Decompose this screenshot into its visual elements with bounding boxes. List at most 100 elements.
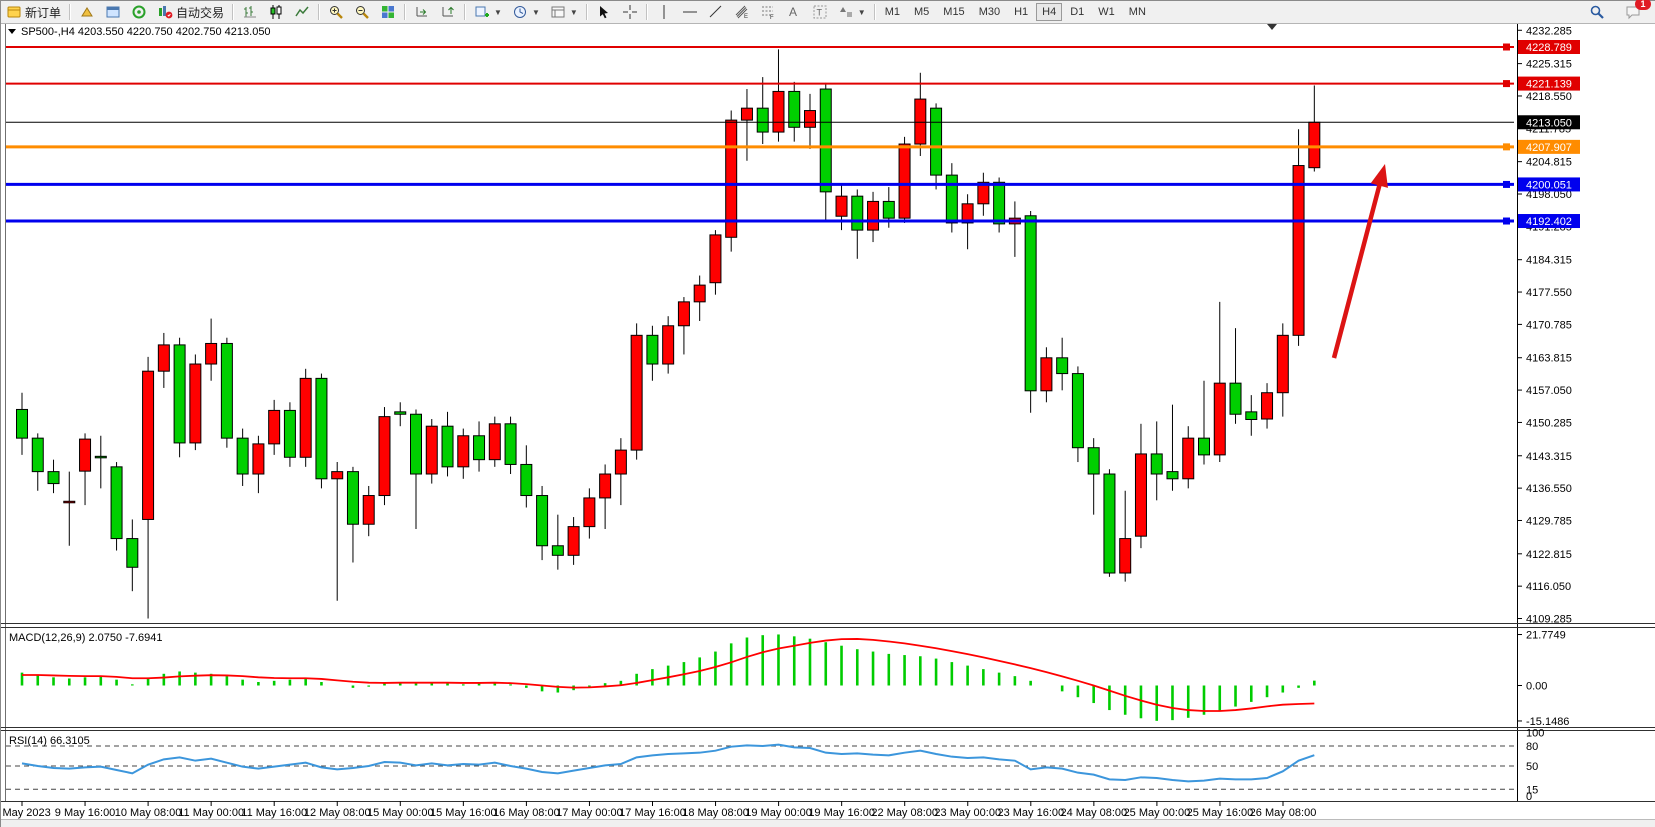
candlestick-icon (270, 5, 282, 19)
signal-button[interactable] (126, 2, 152, 22)
timeframe-MN[interactable]: MN (1128, 6, 1146, 18)
level-handle[interactable] (1503, 143, 1510, 151)
trendline-tool[interactable] (703, 2, 729, 22)
shapes-icon (839, 7, 852, 17)
candle-bearish (930, 107, 943, 176)
auto-trading-button[interactable]: 自动交易 (152, 2, 229, 22)
candle-bullish (583, 497, 596, 528)
candle-bearish (945, 174, 958, 224)
candle-bearish (882, 200, 895, 219)
line-chart-button[interactable] (289, 2, 315, 22)
annotation-arrow[interactable] (1331, 164, 1388, 359)
rsi-axis-label: 80 (1526, 741, 1538, 753)
timeframe-M5[interactable]: M5 (914, 6, 930, 18)
rsi-axis-label: 50 (1526, 761, 1538, 773)
candle-bullish (614, 449, 627, 475)
period-button[interactable]: ▼ (507, 2, 545, 22)
zoom-in-button[interactable] (323, 2, 349, 22)
candle-bearish (126, 538, 139, 568)
market-watch-button[interactable] (100, 2, 126, 22)
label-tool[interactable]: T (807, 2, 833, 22)
horizontal-line-tool[interactable] (677, 2, 703, 22)
channel-tool[interactable]: E (729, 2, 755, 22)
price-tick-label: 4218.550 (1526, 91, 1572, 103)
timeframe-D1[interactable]: D1 (1070, 6, 1085, 18)
tile-windows-button[interactable] (375, 2, 401, 22)
candle-bullish (914, 98, 927, 145)
candle-bearish (441, 425, 454, 468)
template-button[interactable]: ▼ (545, 2, 583, 22)
auto-scroll-button[interactable] (409, 2, 435, 22)
candle-bullish (630, 334, 643, 451)
add-indicator-button[interactable]: ▼ (469, 2, 507, 22)
candle-bearish (851, 195, 864, 231)
shapes-tool[interactable]: ▼ (833, 2, 871, 22)
price-badge-label: 4228.789 (1526, 42, 1572, 54)
level-handle[interactable] (1503, 80, 1510, 88)
price-tick-label: 4170.785 (1526, 319, 1572, 331)
candle-bullish (804, 110, 816, 128)
candle-bullish (725, 119, 738, 238)
chart-shift-marker[interactable] (1267, 24, 1277, 30)
separator (585, 4, 588, 20)
candle-bullish (1040, 357, 1053, 392)
candle-bullish (63, 500, 76, 504)
search-button[interactable] (1584, 2, 1610, 22)
price-tick-label: 4225.315 (1526, 59, 1572, 71)
price-badge (1518, 214, 1580, 229)
chart-title-collapse-icon[interactable] (8, 29, 16, 34)
level-handle[interactable] (1503, 180, 1510, 188)
candle-bullish (835, 195, 848, 217)
separator (873, 4, 876, 20)
timeframe-H1[interactable]: H1 (1014, 6, 1029, 18)
time-tick-label: 9 May 16:00 (55, 807, 116, 819)
cursor-tool-button[interactable] (591, 2, 617, 22)
rsi-indicator-label: RSI(14) 66.3105 (9, 735, 90, 747)
dropdown-caret: ▼ (857, 7, 866, 17)
candle-bullish (1276, 334, 1289, 394)
level-lines[interactable]: 4228.789 4221.139 4213.050 4207.907 4200.051… (6, 40, 1580, 229)
macd-axis-label: 0.00 (1526, 681, 1547, 693)
zoom-out-button[interactable] (349, 2, 375, 22)
fibonacci-tool[interactable]: F (755, 2, 781, 22)
chart-shift-button[interactable] (435, 2, 461, 22)
candlestick-button[interactable] (263, 2, 289, 22)
timeframe-H4[interactable]: H4 (1036, 3, 1063, 21)
chat-button[interactable]: 1 (1620, 0, 1651, 22)
candle-bearish (1087, 447, 1100, 475)
candle-bullish (1119, 538, 1132, 574)
time-tick-label: 11 May 00:00 (178, 807, 244, 819)
time-tick-label: 18 May 08:00 (682, 807, 749, 819)
candle-bearish (31, 437, 44, 473)
candle-bearish (236, 437, 249, 475)
history-button[interactable] (74, 2, 100, 22)
text-tool[interactable]: A (781, 2, 807, 22)
price-badge-label: 4192.402 (1526, 216, 1572, 228)
candle-bearish (1198, 437, 1210, 456)
rsi-axis-label: 15 (1526, 784, 1538, 796)
price-tick-label: 4157.050 (1526, 385, 1572, 397)
auto-trading-icon (159, 6, 173, 19)
timeframe-M1[interactable]: M1 (884, 6, 900, 18)
price-badge (1518, 76, 1580, 91)
level-handle[interactable] (1503, 43, 1510, 51)
horizontal-line-icon (682, 11, 697, 13)
bar-chart-button[interactable] (237, 2, 263, 22)
timeframe-W1[interactable]: W1 (1098, 6, 1115, 18)
new-order-button[interactable]: 新订单 (1, 2, 66, 22)
price-badge (1518, 177, 1580, 192)
price-tick-label: 4163.815 (1526, 353, 1572, 365)
rsi-line (21, 743, 1315, 783)
dropdown-caret: ▼ (531, 7, 540, 17)
time-tick-label: 17 May 00:00 (556, 807, 623, 819)
timeframe-M15[interactable]: M15 (943, 6, 965, 18)
time-tick-label: 12 May 08:00 (304, 807, 371, 819)
vertical-line-tool[interactable] (651, 2, 677, 22)
timeframe-M30[interactable]: M30 (978, 6, 1001, 18)
crosshair-tool-button[interactable] (617, 2, 643, 22)
level-handle[interactable] (1503, 217, 1510, 225)
dropdown-caret: ▼ (569, 7, 578, 17)
